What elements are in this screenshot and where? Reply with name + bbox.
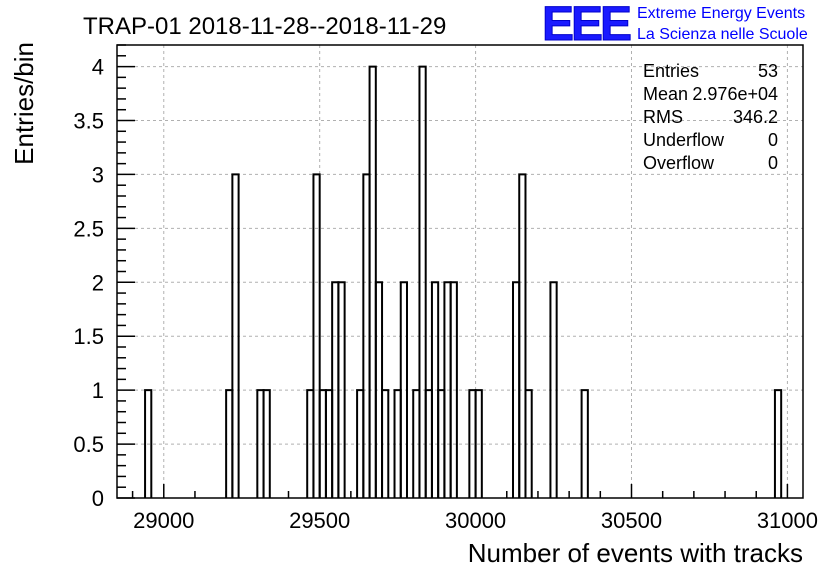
histogram-bar	[773, 389, 783, 498]
histogram-bar	[449, 281, 458, 498]
x-tick-label: 31000	[757, 508, 818, 533]
eee-logo: EEE Extreme Energy Events La Scienza nel…	[542, 0, 808, 52]
stats-value: 2.976e+04	[692, 84, 778, 104]
stats-label: Overflow	[643, 153, 715, 173]
y-tick-label: 1	[92, 378, 104, 403]
stats-label: Mean	[643, 84, 688, 104]
logo-line2: La Scienza nelle Scuole	[637, 26, 808, 43]
grid-lines	[117, 45, 803, 498]
histogram-bar	[231, 173, 240, 498]
histogram-bar	[312, 173, 321, 498]
histogram-bar	[144, 389, 153, 498]
y-tick-label: 1.5	[73, 324, 104, 349]
x-tick-label: 29000	[133, 508, 194, 533]
histogram-bars	[144, 65, 783, 498]
x-tick-label: 29500	[289, 508, 350, 533]
histogram-bar	[474, 389, 483, 498]
plot-frame	[116, 44, 804, 499]
chart-title: TRAP-01 2018-11-28--2018-11-29	[83, 13, 446, 40]
logo-letters: EEE	[542, 0, 631, 51]
y-tick-label: 2	[92, 270, 104, 295]
histogram-bar	[381, 389, 390, 498]
y-tick-label: 3	[92, 162, 104, 187]
stats-value: 53	[758, 61, 778, 81]
x-axis-ticks: 29000 29500 30000 30500 31000	[131, 484, 818, 533]
histogram-bar	[262, 389, 271, 498]
y-axis-label: Entries/bin	[9, 42, 39, 165]
logo-line1: Extreme Energy Events	[637, 5, 805, 22]
stats-value: 0	[768, 130, 778, 150]
histogram-bar	[549, 281, 558, 498]
histogram-bar	[418, 65, 427, 498]
stats-label: RMS	[643, 107, 683, 127]
histogram-bar	[399, 281, 408, 498]
stats-value: 0	[768, 153, 778, 173]
plot-border	[116, 44, 804, 499]
y-tick-label: 4	[92, 55, 104, 80]
histogram-bar	[580, 389, 589, 498]
histogram-bar	[337, 281, 346, 498]
histogram-bar	[518, 173, 527, 498]
y-tick-label: 2.5	[73, 216, 104, 241]
x-tick-label: 30500	[601, 508, 662, 533]
stats-box: Entries 53 Mean 2.976e+04 RMS 346.2 Underflow 0…	[643, 61, 778, 173]
stats-value: 346.2	[733, 107, 778, 127]
stats-label: Underflow	[643, 130, 725, 150]
x-tick-label: 30000	[445, 508, 506, 533]
y-tick-label: 0	[92, 486, 104, 511]
histogram-bar	[524, 389, 533, 498]
x-axis-label: Number of events with tracks	[468, 538, 803, 568]
y-tick-label: 0.5	[73, 432, 104, 457]
y-tick-label: 3.5	[73, 109, 104, 134]
y-axis-ticks: 0 0.5 1 1.5 2 2.5 3 3.5 4	[73, 44, 135, 511]
stats-label: Entries	[643, 61, 699, 81]
